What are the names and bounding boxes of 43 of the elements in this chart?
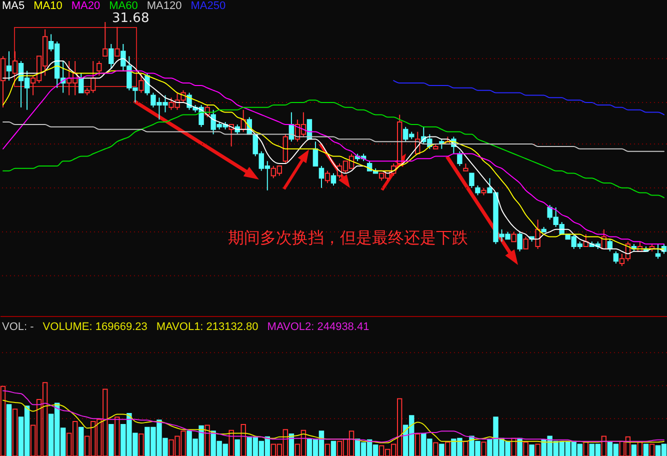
bar [439, 444, 444, 456]
text: MA120 [146, 0, 182, 12]
candlestick [535, 219, 540, 250]
candlestick [517, 231, 522, 252]
bar [78, 426, 84, 456]
bar [517, 438, 522, 456]
text: MAVOL2: 244938.41 [267, 321, 370, 333]
bar [631, 444, 637, 456]
bar [643, 444, 649, 456]
candlestick [78, 72, 84, 94]
candlestick [312, 141, 318, 166]
candlestick [12, 50, 18, 74]
candlestick [457, 150, 462, 166]
candlestick [469, 172, 474, 188]
text: VOL: - [2, 321, 34, 333]
candlestick [318, 165, 324, 188]
bar [234, 439, 240, 456]
bar [529, 444, 534, 456]
candlestick [6, 50, 12, 82]
candlestick [511, 231, 516, 242]
text: MA20 [71, 0, 100, 12]
text: MAVOL1: 213132.80 [156, 321, 258, 333]
candlestick [324, 170, 330, 184]
text: MA10 [34, 0, 62, 12]
candlestick [102, 22, 108, 57]
text: VOLUME: 169669.23 [42, 321, 148, 333]
candlestick [523, 236, 528, 250]
candlestick [613, 250, 619, 264]
text: MA250 [190, 0, 226, 12]
candlestick [144, 72, 150, 96]
bar [330, 440, 336, 456]
annotation: 期间多次换挡，但是最终还是下跌 [228, 228, 468, 247]
candlestick [96, 60, 102, 76]
text: MA60 [109, 0, 138, 12]
bar [108, 424, 114, 456]
candlestick [114, 26, 120, 57]
candlestick [330, 172, 336, 186]
candlestick [108, 43, 114, 69]
bar [6, 404, 12, 456]
text: MA5 [2, 0, 25, 12]
candlestick [138, 72, 144, 94]
candlestick [475, 184, 480, 196]
annotation: 31.68 [112, 11, 150, 26]
